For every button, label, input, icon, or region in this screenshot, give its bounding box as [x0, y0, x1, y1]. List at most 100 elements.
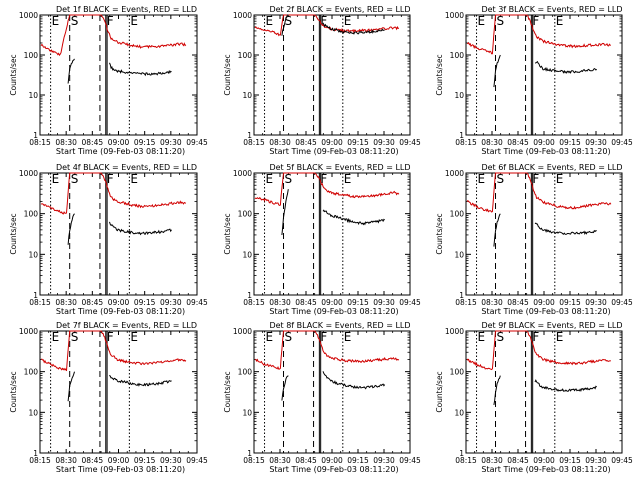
- marker-label: S: [497, 330, 505, 344]
- x-tick-label: 09:30: [160, 456, 182, 465]
- y-tick-label: 1: [33, 131, 38, 140]
- y-axis-label: Counts/sec: [223, 371, 232, 412]
- x-tick-label: 09:15: [559, 456, 581, 465]
- x-tick-label: 08:45: [507, 456, 529, 465]
- marker-label: E: [344, 330, 352, 344]
- lld-series-line: [526, 172, 612, 210]
- lld-series-line: [466, 14, 528, 55]
- chart-panel-5: Det 5f BLACK = Events, RED = LLD 1 10 100 10…: [223, 163, 421, 316]
- events-series-line: [109, 62, 172, 77]
- y-axis-label: Counts/sec: [435, 213, 444, 254]
- y-tick-label: 1: [247, 449, 252, 458]
- chart-panel-3: Det 3f BLACK = Events, RED = LLD 1 10 100 10…: [435, 5, 633, 156]
- lld-series-line: [254, 330, 316, 370]
- x-tick-label: 09:00: [321, 138, 343, 147]
- events-series-line: [534, 222, 597, 235]
- x-tick-label: 09:30: [373, 138, 395, 147]
- y-tick-label: 100: [450, 51, 465, 60]
- y-axis-label: Counts/sec: [223, 54, 232, 95]
- x-tick-label: 09:15: [347, 456, 369, 465]
- marker-label: E: [52, 330, 60, 344]
- marker-label: F: [320, 14, 327, 28]
- marker-label: E: [478, 172, 486, 186]
- x-tick-label: 09:45: [611, 138, 633, 147]
- marker-label: F: [107, 330, 114, 344]
- chart-title: Det 6f BLACK = Events, RED = LLD: [481, 163, 622, 172]
- x-tick-label: 08:15: [29, 138, 51, 147]
- y-tick-label: 10: [242, 408, 252, 417]
- y-tick-label: 1000: [445, 327, 464, 336]
- chart-title: Det 5f BLACK = Events, RED = LLD: [269, 163, 410, 172]
- chart-title: Det 4f BLACK = Events, RED = LLD: [56, 163, 197, 172]
- marker-label: F: [107, 14, 114, 28]
- lld-series-line: [40, 14, 102, 57]
- x-tick-label: 09:00: [533, 138, 555, 147]
- lld-series-line: [41, 330, 102, 372]
- x-tick-label: 08:30: [269, 456, 291, 465]
- x-tick-label: 09:30: [160, 298, 182, 307]
- events-series-line: [534, 379, 598, 393]
- plot-frame: [465, 172, 623, 296]
- x-tick-label: 08:15: [243, 138, 265, 147]
- marker-label: S: [71, 330, 79, 344]
- y-tick-label: 10: [454, 408, 464, 417]
- y-tick-label: 100: [450, 368, 465, 377]
- marker-label: E: [52, 172, 60, 186]
- y-axis-label: Counts/sec: [9, 213, 18, 254]
- x-tick-label: 08:15: [243, 456, 265, 465]
- y-tick-label: 10: [28, 408, 38, 417]
- marker-label: E: [344, 14, 352, 28]
- x-tick-label: 09:15: [134, 456, 156, 465]
- chart-panel-9: Det 9f BLACK = Events, RED = LLD 1 10 100 10…: [435, 321, 633, 474]
- y-tick-label: 1: [33, 291, 38, 300]
- chart-title: Det 2f BLACK = Events, RED = LLD: [269, 5, 410, 14]
- y-tick-label: 100: [450, 210, 465, 219]
- plot-frame: [253, 172, 411, 296]
- marker-label: F: [320, 172, 327, 186]
- x-tick-label: 09:30: [585, 298, 607, 307]
- x-tick-label: 09:15: [347, 298, 369, 307]
- marker-label: E: [478, 14, 486, 28]
- events-series-line: [493, 375, 501, 405]
- lld-series-line: [40, 172, 102, 215]
- x-tick-label: 09:45: [399, 298, 421, 307]
- x-tick-label: 09:30: [585, 456, 607, 465]
- lld-series-line: [526, 14, 611, 49]
- events-series-line: [67, 213, 75, 245]
- plot-frame: [465, 330, 623, 454]
- x-tick-label: 08:15: [455, 456, 477, 465]
- y-tick-label: 100: [238, 51, 253, 60]
- x-tick-label: 08:45: [295, 456, 317, 465]
- events-series-line: [281, 189, 289, 236]
- x-tick-label: 08:15: [29, 456, 51, 465]
- y-tick-label: 100: [24, 368, 39, 377]
- marker-label: F: [532, 330, 539, 344]
- chart-title: Det 7f BLACK = Events, RED = LLD: [56, 321, 197, 330]
- plot-frame: [39, 14, 198, 136]
- x-tick-label: 09:15: [134, 298, 156, 307]
- chart-panel-7: Det 7f BLACK = Events, RED = LLD 1 10 100 10…: [9, 321, 208, 474]
- x-tick-label: 08:45: [507, 298, 529, 307]
- y-tick-label: 100: [24, 51, 39, 60]
- x-axis-label: Start Time (09-Feb-03 08:11:20): [269, 465, 398, 474]
- x-axis-label: Start Time (09-Feb-03 08:11:20): [269, 147, 398, 156]
- y-tick-label: 1000: [233, 11, 252, 20]
- x-tick-label: 09:45: [186, 456, 208, 465]
- lld-series-line: [466, 330, 528, 371]
- marker-label: E: [344, 172, 352, 186]
- events-series-line: [534, 60, 598, 74]
- x-tick-label: 09:30: [373, 456, 395, 465]
- events-series-line: [281, 375, 289, 401]
- x-tick-label: 09:30: [585, 138, 607, 147]
- y-tick-label: 100: [24, 210, 39, 219]
- x-tick-label: 09:30: [160, 138, 182, 147]
- marker-label: E: [130, 172, 138, 186]
- plot-frame: [39, 330, 198, 454]
- chart-panel-1: Det 1f BLACK = Events, RED = LLD 1 10 100 10…: [9, 5, 208, 156]
- y-tick-label: 1: [33, 449, 38, 458]
- y-tick-label: 1: [247, 291, 252, 300]
- marker-label: E: [130, 330, 138, 344]
- x-tick-label: 09:00: [321, 298, 343, 307]
- y-tick-label: 1000: [19, 169, 38, 178]
